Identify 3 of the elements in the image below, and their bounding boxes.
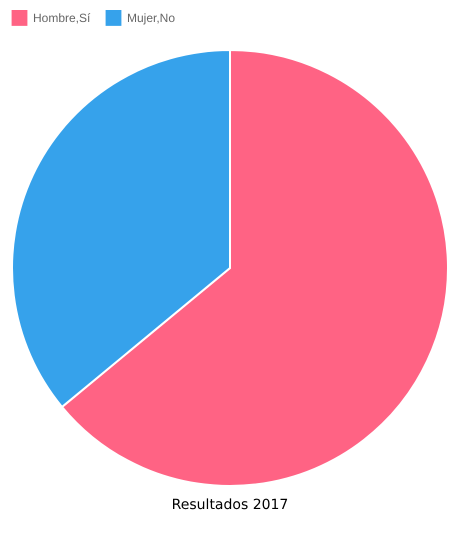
legend-label: Mujer,No — [127, 10, 176, 25]
text: Resultados 2017 — [172, 497, 288, 513]
legend-label: Hombre,Sí — [33, 10, 92, 25]
